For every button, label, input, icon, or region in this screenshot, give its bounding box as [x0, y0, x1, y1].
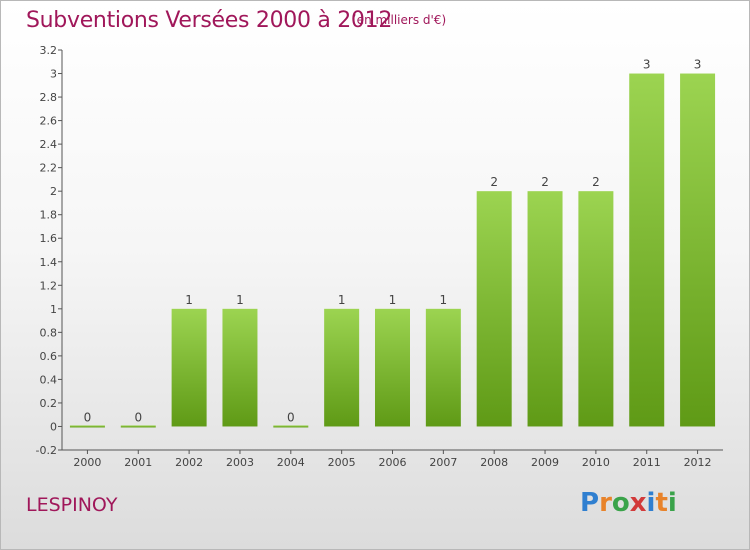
bar-value-label: 0	[287, 410, 295, 424]
logo-letter: x	[629, 488, 647, 518]
bar-value-label: 1	[389, 293, 397, 307]
logo-letter: o	[611, 488, 630, 518]
bar	[527, 191, 563, 427]
bar-value-label: 0	[84, 410, 92, 424]
y-tick-label: 2.8	[40, 91, 58, 104]
y-tick-label: 2.2	[40, 162, 58, 175]
commune-name: LESPINOY	[26, 494, 118, 516]
logo-letter: r	[599, 488, 612, 518]
y-tick-label: 0.2	[40, 397, 58, 410]
bar-value-label: 3	[694, 58, 702, 72]
bar	[425, 308, 461, 427]
x-tick-label: 2001	[124, 456, 152, 469]
y-tick-label: 2	[50, 185, 57, 198]
bar	[578, 191, 614, 427]
y-tick-label: 1.6	[40, 232, 58, 245]
logo-letter: t	[655, 488, 668, 518]
y-tick-label: 1.2	[40, 279, 58, 292]
y-tick-label: 2.4	[40, 138, 58, 151]
x-tick-label: 2007	[429, 456, 457, 469]
bar-value-label: 3	[643, 58, 651, 72]
bar	[222, 308, 258, 427]
bar	[629, 73, 665, 427]
bar-value-label: 0	[134, 410, 142, 424]
x-tick-label: 2005	[328, 456, 356, 469]
bar	[273, 425, 309, 428]
y-tick-label: 2.6	[40, 115, 58, 128]
x-tick-label: 2008	[480, 456, 508, 469]
logo-letter: i	[667, 488, 677, 518]
x-tick-label: 2002	[175, 456, 203, 469]
proxiti-logo[interactable]: Proxiti	[580, 488, 677, 518]
bar-value-label: 2	[490, 175, 498, 189]
bar-value-label: 1	[338, 293, 346, 307]
x-tick-label: 2010	[582, 456, 610, 469]
x-tick-label: 2000	[73, 456, 101, 469]
x-tick-label: 2012	[684, 456, 712, 469]
chart-title: Subventions Versées 2000 à 2012	[26, 8, 393, 33]
bar-value-label: 1	[440, 293, 448, 307]
x-tick-label: 2011	[633, 456, 661, 469]
bar	[324, 308, 360, 427]
bar	[171, 308, 207, 427]
y-tick-label: 3	[50, 68, 57, 81]
logo-letter: P	[580, 488, 600, 518]
y-tick-label: 0.8	[40, 326, 58, 339]
bar	[69, 425, 105, 428]
bar	[476, 191, 512, 427]
y-tick-label: 1.4	[40, 256, 58, 269]
bar-value-label: 1	[236, 293, 244, 307]
bar-value-label: 1	[185, 293, 193, 307]
y-tick-label: -0.2	[36, 444, 57, 457]
y-tick-label: 0.4	[40, 373, 58, 386]
y-tick-label: 0.6	[40, 350, 58, 363]
chart-subtitle: (en milliers d'€)	[352, 13, 447, 27]
bar	[120, 425, 156, 428]
bar-value-label: 2	[541, 175, 549, 189]
x-tick-label: 2006	[379, 456, 407, 469]
x-tick-label: 2004	[277, 456, 305, 469]
y-tick-label: 3.2	[40, 44, 58, 57]
bar	[680, 73, 716, 427]
x-tick-label: 2009	[531, 456, 559, 469]
y-tick-label: 1	[50, 303, 57, 316]
x-tick-label: 2003	[226, 456, 254, 469]
y-tick-label: 0	[50, 420, 57, 433]
y-tick-label: 1.8	[40, 209, 58, 222]
bar-value-label: 2	[592, 175, 600, 189]
logo-letter: i	[646, 488, 656, 518]
bar	[375, 308, 410, 427]
